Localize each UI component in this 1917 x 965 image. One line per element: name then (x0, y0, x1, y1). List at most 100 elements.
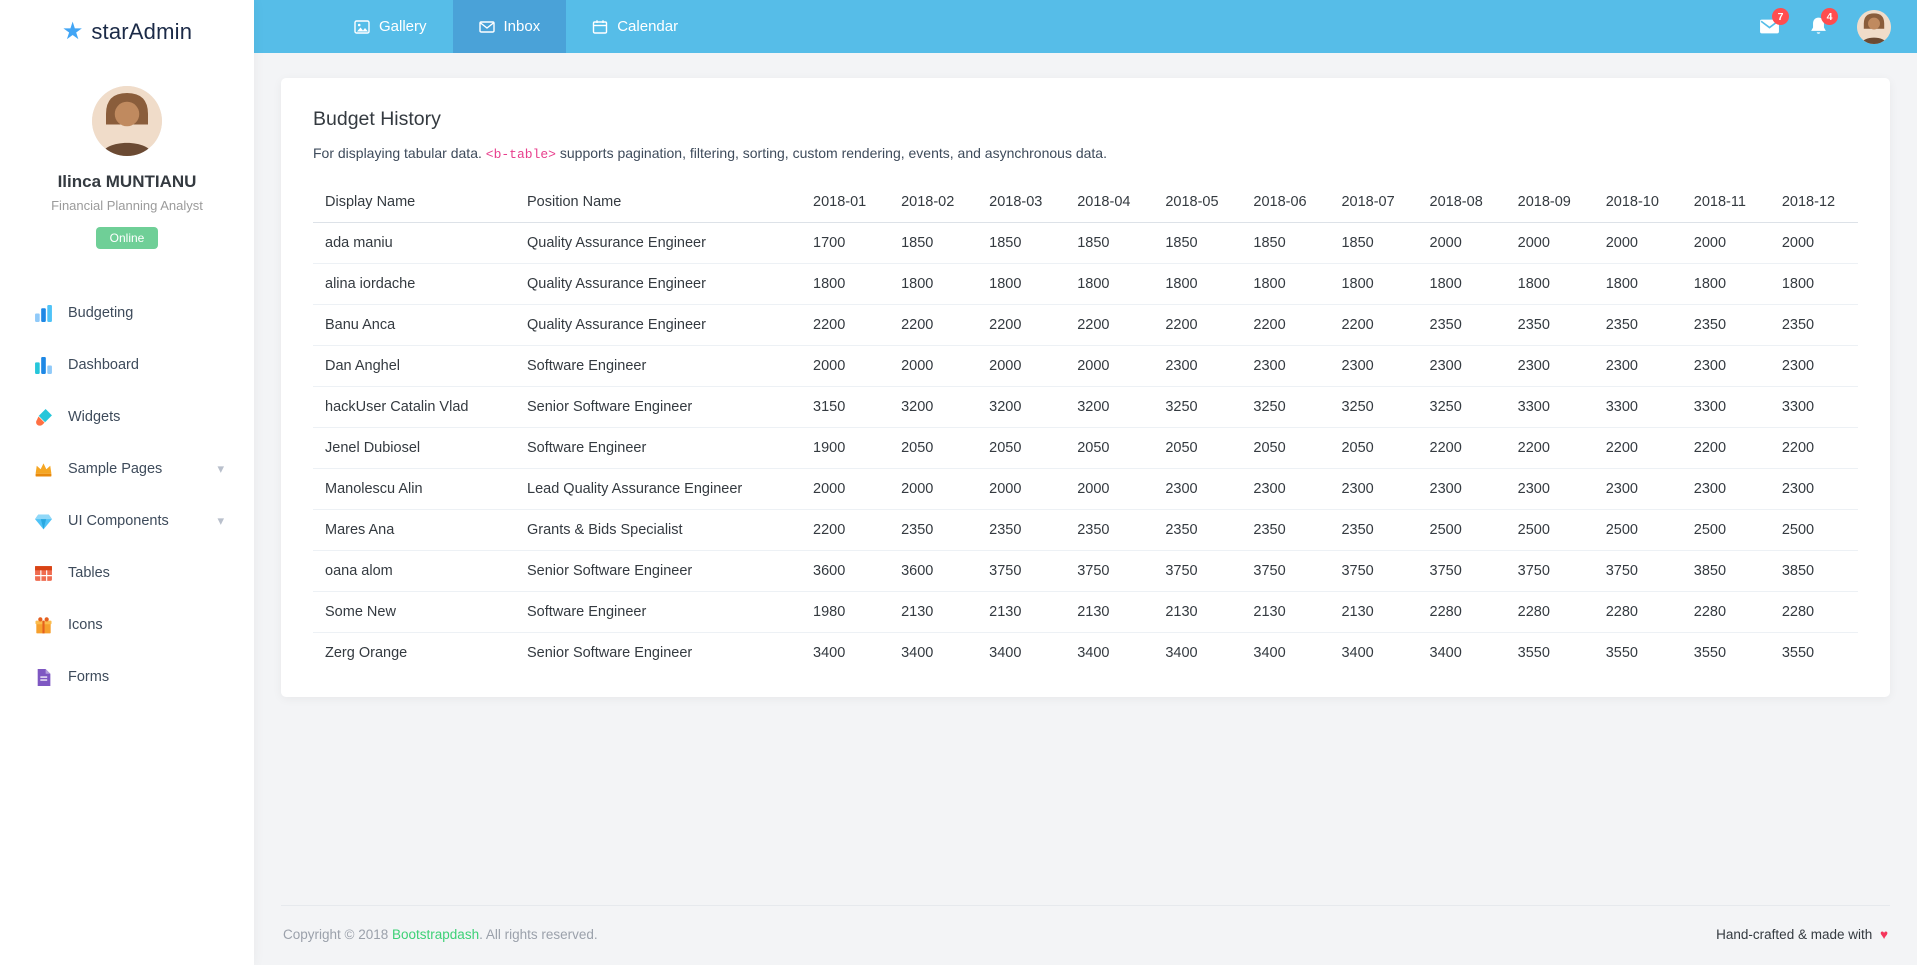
star-icon: ★ (61, 18, 84, 45)
cell-budget-value: 2000 (1065, 468, 1154, 510)
column-header[interactable]: 2018-01 (801, 182, 890, 223)
cell-budget-value: 3850 (1769, 550, 1858, 592)
cell-budget-value: 2200 (1065, 304, 1154, 346)
sidebar-item-forms[interactable]: Forms (0, 651, 254, 703)
copyright-prefix: Copyright © 2018 (283, 927, 393, 942)
cell-budget-value: 1900 (801, 427, 890, 469)
sidebar-item-budgeting[interactable]: Budgeting (0, 287, 254, 339)
cell-budget-value: 2350 (1681, 304, 1770, 346)
cell-budget-value: 3750 (1417, 550, 1506, 592)
cell-budget-value: 3200 (889, 386, 978, 428)
cell-budget-value: 1800 (1681, 263, 1770, 305)
cell-budget-value: 1800 (1065, 263, 1154, 305)
table-row: alina iordache Quality Assurance Engineer… (313, 263, 1858, 305)
mail-badge: 7 (1772, 8, 1789, 25)
cell-budget-value: 3400 (813, 645, 846, 661)
cell-budget-value: 2000 (977, 345, 1066, 387)
column-header[interactable]: 2018-11 (1681, 182, 1770, 223)
sidebar-item-label: UI Components (68, 513, 169, 529)
cell-budget-value: 2050 (977, 427, 1066, 469)
cell-budget-value: 2200 (1329, 304, 1418, 346)
cell-budget-value: 2280 (1417, 591, 1506, 633)
cell-budget-value: 1850 (1153, 222, 1242, 264)
cell-budget-value: 2130 (1153, 591, 1242, 633)
cell-budget-value: 2000 (1681, 222, 1770, 264)
tab-calendar[interactable]: Calendar (566, 0, 704, 53)
table-row: hackUser Catalin Vlad Senior Software Eng… (313, 386, 1858, 428)
brand-logo[interactable]: ★ starAdmin (0, 0, 254, 64)
cell-budget-value: 2280 (1681, 591, 1770, 633)
column-header[interactable]: 2018-05 (1153, 182, 1242, 223)
file-icon (34, 668, 53, 687)
tab-inbox[interactable]: Inbox (452, 0, 567, 53)
cell-budget-value: 3250 (1153, 386, 1242, 428)
cell-display-name: Dan Anghel (313, 345, 515, 387)
card-description: For displaying tabular data. <b-table> s… (313, 145, 1858, 162)
cell-budget-value: 2500 (1593, 509, 1682, 551)
envelope-icon (478, 19, 495, 35)
cell-budget-value: 1800 (1769, 263, 1858, 305)
column-header[interactable]: 2018-10 (1593, 182, 1682, 223)
cell-budget-value: 1850 (1329, 222, 1418, 264)
cell-budget-value: 3300 (1681, 386, 1770, 428)
column-header[interactable]: Position Name (515, 182, 801, 223)
cell-budget-value: 2000 (801, 345, 890, 387)
column-header[interactable]: 2018-12 (1769, 182, 1858, 223)
notifications-button[interactable]: 4 (1808, 8, 1838, 37)
gift-icon (34, 616, 53, 635)
cell-budget-value: 2050 (1153, 427, 1242, 469)
sidebar-item-dashboard[interactable]: Dashboard (0, 339, 254, 391)
tab-label: Inbox (503, 18, 541, 35)
cell-budget-value: 3300 (1769, 386, 1858, 428)
cell-budget-value: 3250 (1241, 386, 1330, 428)
sidebar-item-icons[interactable]: Icons (0, 599, 254, 651)
table-row: Zerg Orange Senior Software Engineer 3400 3… (313, 633, 1858, 674)
column-header[interactable]: 2018-06 (1241, 182, 1330, 223)
sidebar-item-sample-pages[interactable]: Sample Pages ▾ (0, 443, 254, 495)
column-header[interactable]: 2018-08 (1417, 182, 1506, 223)
cell-budget-value: 3550 (1517, 645, 1550, 661)
cell-budget-value: 1800 (1241, 263, 1330, 305)
cell-position-name: Grants & Bids Specialist (515, 509, 801, 551)
cell-display-name: Zerg Orange (325, 645, 408, 661)
mail-button[interactable]: 7 (1759, 8, 1789, 37)
cell-budget-value: 1700 (801, 222, 890, 264)
column-header[interactable]: 2018-03 (977, 182, 1066, 223)
cell-budget-value: 2050 (1065, 427, 1154, 469)
heart-icon: ♥ (1879, 927, 1888, 942)
bootstrapdash-link[interactable]: Bootstrapdash (392, 927, 480, 942)
cell-budget-value: 2300 (1593, 468, 1682, 510)
person-avatar-icon (92, 86, 162, 156)
sidebar-item-widgets[interactable]: Widgets (0, 391, 254, 443)
column-header[interactable]: 2018-02 (889, 182, 978, 223)
user-avatar[interactable] (1857, 9, 1891, 44)
chevron-down-icon: ▾ (217, 461, 224, 476)
nav-tabs: Gallery Inbox Calendar (328, 0, 704, 53)
cell-display-name: Manolescu Alin (313, 468, 515, 510)
cell-budget-value: 2300 (1153, 345, 1242, 387)
cell-budget-value: 1850 (889, 222, 978, 264)
column-header[interactable]: 2018-04 (1065, 182, 1154, 223)
column-header[interactable]: 2018-07 (1329, 182, 1418, 223)
sidebar-item-tables[interactable]: Tables (0, 547, 254, 599)
cell-budget-value: 2000 (889, 345, 978, 387)
cell-display-name: hackUser Catalin Vlad (313, 386, 515, 428)
profile-name: Ilinca MUNTIANU (57, 172, 197, 191)
cell-budget-value: 2200 (1505, 427, 1594, 469)
column-header[interactable]: Display Name (313, 182, 515, 223)
profile-avatar (92, 86, 162, 156)
column-header[interactable]: 2018-09 (1505, 182, 1594, 223)
footer: Copyright © 2018 Bootstrapdash. All righ… (281, 905, 1890, 965)
cell-budget-value: 1800 (1153, 263, 1242, 305)
tab-label: Calendar (617, 18, 679, 35)
navbar-actions: 7 4 (1759, 0, 1891, 53)
sidebar-item-ui-components[interactable]: UI Components ▾ (0, 495, 254, 547)
cell-budget-value: 2500 (1681, 509, 1770, 551)
cell-position-name: Software Engineer (515, 345, 801, 387)
tab-gallery[interactable]: Gallery (328, 0, 453, 53)
cell-budget-value: 2300 (1417, 345, 1506, 387)
cell-budget-value: 2000 (1065, 345, 1154, 387)
main-area: Gallery Inbox Calendar 7 4 (254, 0, 1917, 965)
cell-budget-value: 1800 (889, 263, 978, 305)
profile-role: Financial Planning Analyst (51, 198, 203, 213)
